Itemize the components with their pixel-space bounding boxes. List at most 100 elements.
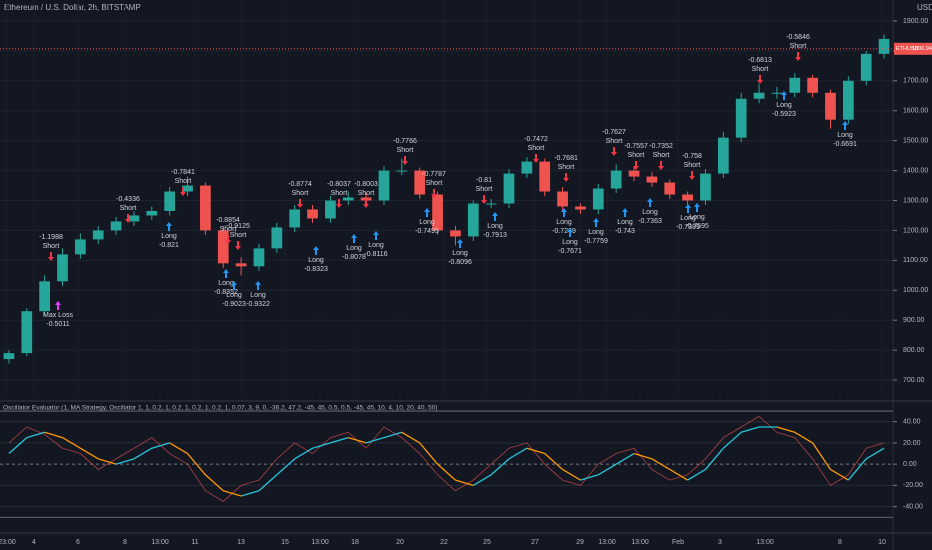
signal-label: Long [250, 292, 266, 299]
signal-label: Short [397, 147, 414, 154]
signal-value: -0.7557 [624, 143, 648, 150]
oscillator-segment [508, 447, 528, 460]
signal-value: -0.7495 [415, 228, 439, 235]
signal-value: -0.5846 [786, 34, 810, 41]
long-arrow [373, 231, 379, 240]
oscillator-segment [633, 452, 653, 460]
oscillator-segment [580, 474, 599, 481]
signal-value: -0.8352 [214, 289, 238, 296]
oscillator-segment [312, 442, 331, 449]
short-arrow [533, 154, 539, 163]
candle-body [521, 161, 533, 174]
signal-value: -0.8003 [354, 181, 378, 188]
candle-body [307, 209, 318, 219]
candle-body [485, 203, 497, 205]
x-tick-label: 11 [191, 539, 198, 546]
oscillator-segment [8, 437, 28, 455]
signal-value: -0.7352 [649, 143, 673, 150]
signal-label: Short [175, 178, 192, 185]
oscillator-segment [80, 447, 99, 460]
y-tick-label: 1100.00 [903, 257, 928, 264]
candle-body [753, 92, 765, 99]
candle-body [3, 353, 15, 360]
x-tick-label: 8 [838, 539, 842, 546]
signal-label: Long [588, 229, 604, 236]
signal-value: -0.7269 [552, 228, 576, 235]
candle-body [289, 209, 301, 228]
oscillator-segment [187, 453, 206, 476]
oscillator-segment [544, 453, 564, 470]
signal-label: Long [346, 245, 362, 252]
signal-label: Long [617, 219, 633, 226]
candle-body [878, 38, 890, 54]
long-arrow [223, 269, 229, 278]
candle-body [235, 263, 247, 267]
signal-label: Short [558, 164, 575, 171]
candle-body [592, 188, 604, 210]
signal-label: Short [120, 205, 137, 212]
candle-body [378, 170, 390, 201]
short-arrow [48, 252, 54, 261]
y-tick-label: 20.00 [903, 440, 921, 447]
short-arrow [125, 214, 131, 223]
x-tick-label: 8 [123, 539, 127, 546]
long-arrow [561, 208, 567, 217]
y-tick-label: 700.00 [903, 377, 925, 384]
candle-body [539, 161, 551, 192]
long-arrow [351, 234, 357, 243]
candle-body [75, 239, 86, 255]
signal-label: Short [790, 43, 807, 50]
signal-label: Long [562, 239, 578, 246]
signal-value: -0.7759 [584, 238, 608, 245]
signal-value: -1.1988 [39, 234, 63, 241]
long-arrow [231, 281, 237, 290]
candle-body [325, 200, 336, 219]
signal-value: -0.5923 [772, 111, 796, 118]
candle-body [253, 248, 265, 267]
signal-value: -0.8078 [342, 254, 366, 261]
short-arrow [795, 52, 801, 61]
signal-value: -0.7595 [685, 223, 709, 230]
signal-value: -0.8854 [216, 217, 240, 224]
signal-value: -0.5011 [46, 321, 69, 328]
signal-value: -0.8037 [327, 181, 351, 188]
y-tick-label: 1200.00 [903, 227, 928, 234]
signal-value: -0.8096 [448, 259, 472, 266]
max-loss-arrow [55, 301, 61, 310]
x-tick-label: 29 [576, 539, 584, 546]
short-arrow [563, 173, 569, 182]
oscillator-segment [437, 463, 456, 481]
signal-label: Short [426, 180, 443, 187]
last-price-box [894, 42, 932, 55]
candle-body [217, 230, 229, 264]
candle-body [825, 92, 836, 120]
oscillator-segment [419, 442, 439, 465]
x-tick-label: 18 [351, 539, 359, 546]
short-arrow [481, 195, 487, 204]
candle-body [414, 170, 426, 195]
signal-value: -0.7627 [602, 129, 626, 136]
signal-value: -0.9023 [222, 301, 246, 308]
signal-label: Long [556, 219, 572, 226]
oscillator-segment [597, 463, 617, 476]
oscillator-segment [687, 468, 706, 481]
long-arrow [842, 121, 848, 130]
signal-label: Long [368, 242, 384, 249]
x-tick-label: 13:00 [631, 539, 649, 546]
x-tick-label: 15 [281, 539, 289, 546]
short-arrow [225, 235, 231, 244]
candle-body [21, 311, 33, 354]
short-arrow [611, 147, 617, 156]
long-arrow [593, 218, 599, 227]
oscillator-segment [44, 431, 63, 439]
candle-body [146, 210, 158, 216]
candle-body [735, 98, 747, 138]
signal-value: -0.7681 [554, 155, 578, 162]
oscillator-segment [98, 458, 117, 465]
signal-label: Long [837, 132, 853, 139]
candle-body [39, 281, 51, 312]
oscillator-segment [401, 431, 421, 444]
last-price-value: 1806.94 [912, 46, 932, 52]
signal-value: -0.7913 [483, 232, 507, 239]
